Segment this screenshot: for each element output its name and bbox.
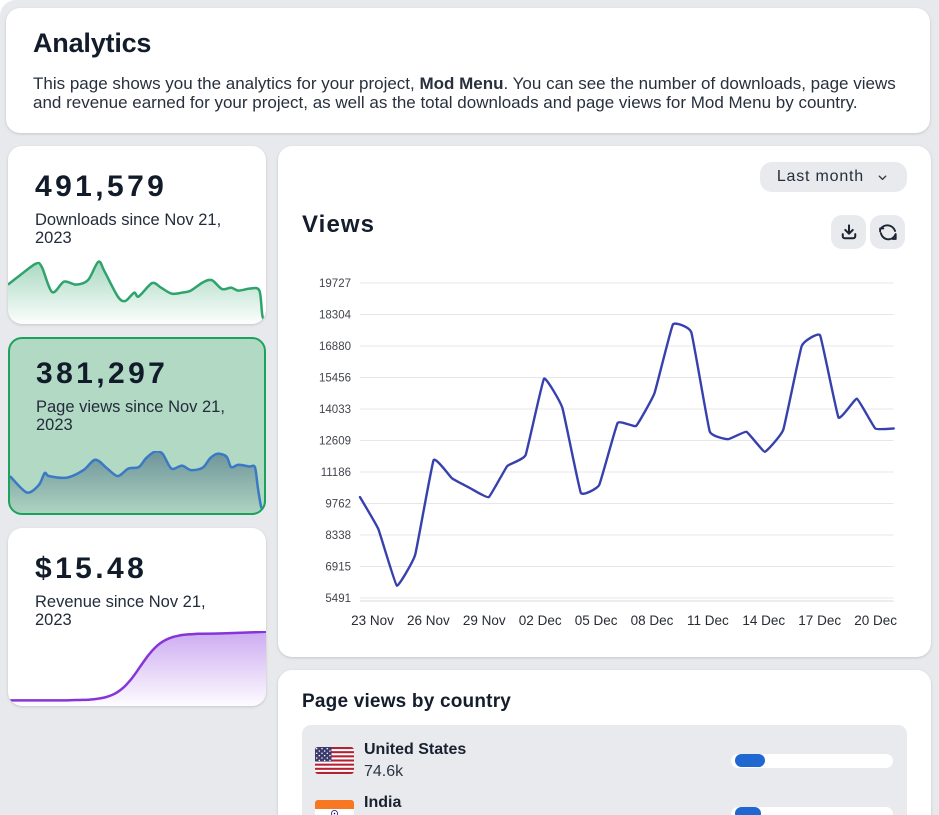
svg-text:23 Nov: 23 Nov (351, 613, 394, 628)
svg-text:6915: 6915 (325, 562, 351, 574)
svg-text:5491: 5491 (325, 593, 351, 605)
svg-text:8338: 8338 (325, 530, 351, 542)
svg-text:17 Dec: 17 Dec (798, 613, 841, 628)
svg-text:11186: 11186 (321, 467, 351, 479)
svg-text:20 Dec: 20 Dec (854, 613, 897, 628)
svg-text:14033: 14033 (319, 404, 351, 416)
svg-text:15456: 15456 (319, 373, 351, 385)
svg-text:16880: 16880 (319, 341, 351, 353)
svg-text:19727: 19727 (319, 278, 351, 290)
svg-text:26 Nov: 26 Nov (407, 613, 450, 628)
svg-text:08 Dec: 08 Dec (631, 613, 674, 628)
svg-text:9762: 9762 (325, 499, 351, 511)
svg-text:02 Dec: 02 Dec (519, 613, 562, 628)
svg-text:18304: 18304 (319, 310, 352, 322)
svg-text:11 Dec: 11 Dec (687, 613, 729, 628)
svg-text:05 Dec: 05 Dec (575, 613, 618, 628)
svg-text:12609: 12609 (319, 436, 351, 448)
svg-text:29 Nov: 29 Nov (463, 613, 506, 628)
svg-text:14 Dec: 14 Dec (742, 613, 785, 628)
